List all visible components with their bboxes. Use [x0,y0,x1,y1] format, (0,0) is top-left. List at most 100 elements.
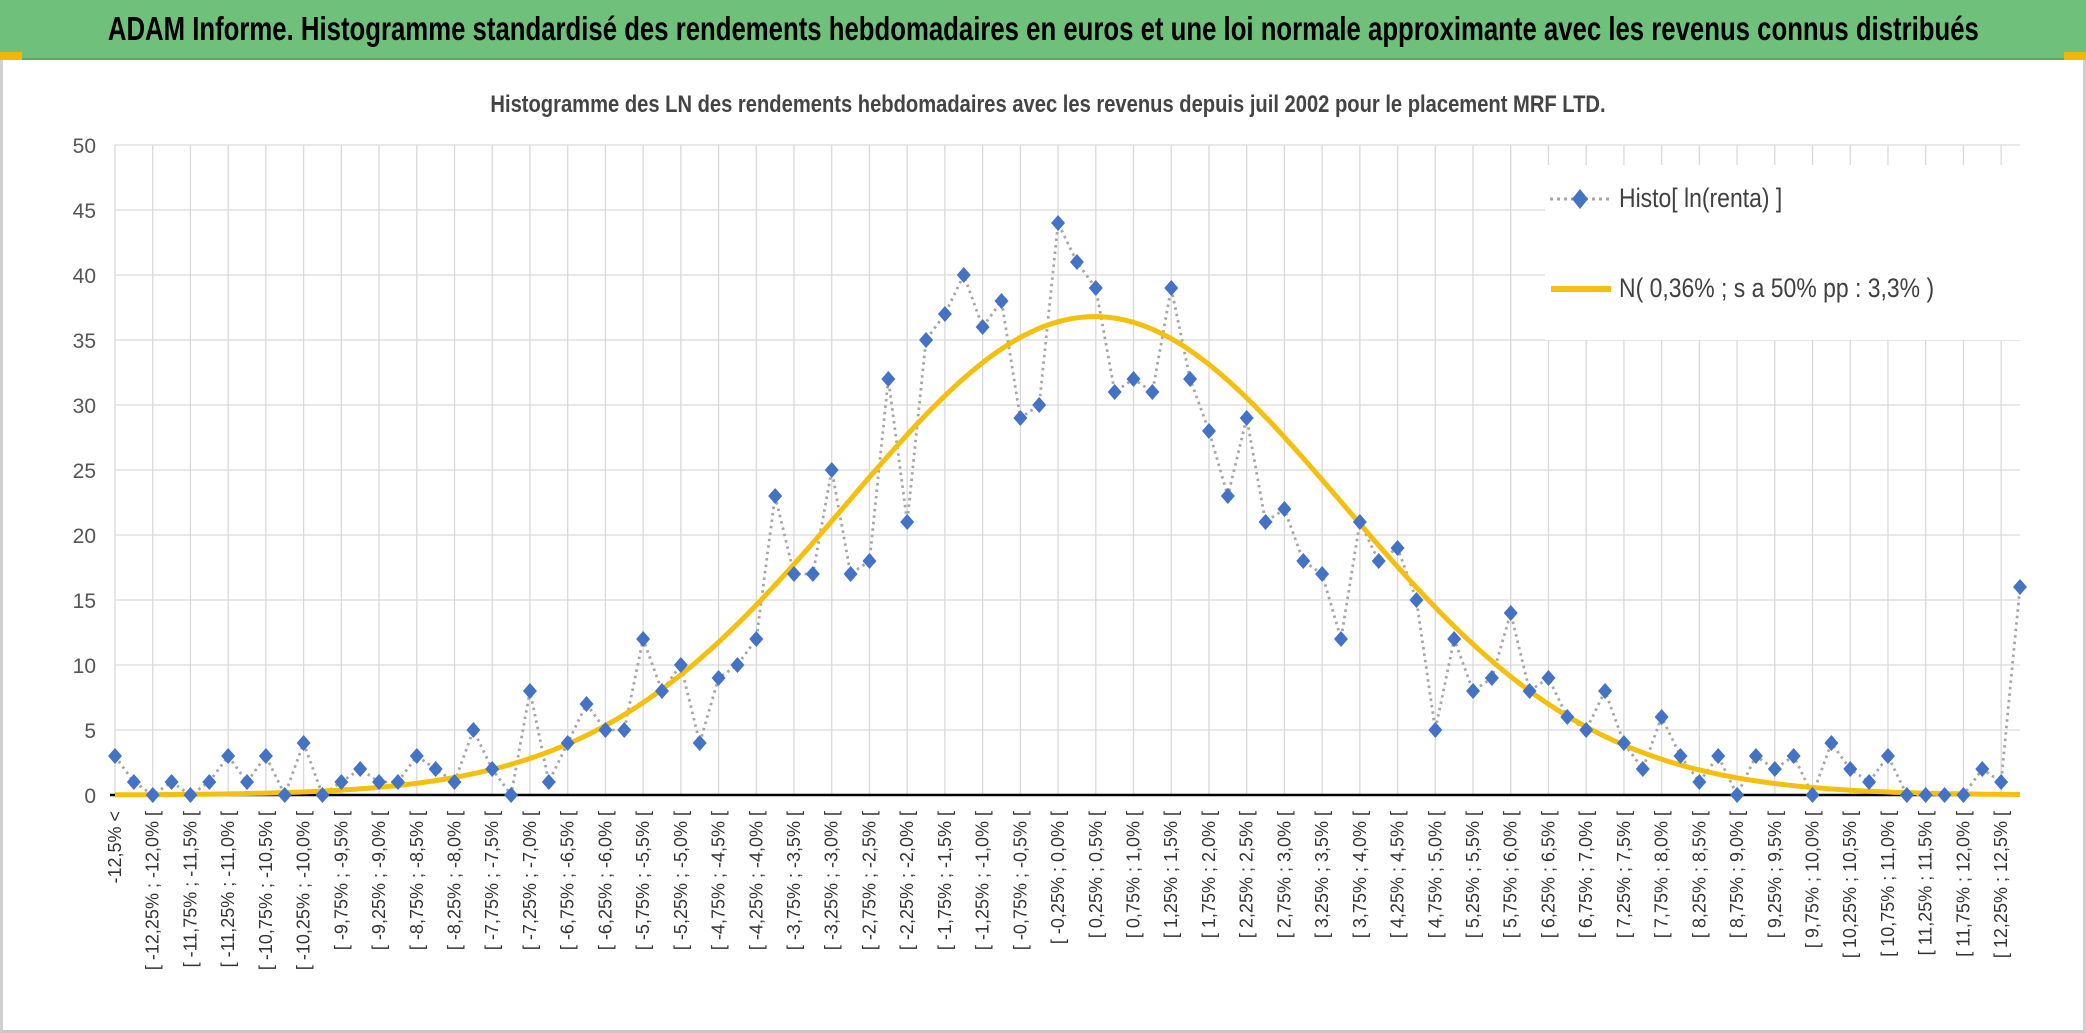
legend-item-normal: N( 0,36% ; s a 50% pp : 3,3% ) [1545,273,1990,304]
histo-point [1767,761,1782,777]
x-tick-label: [ 6,25% ; 6,5% [ [1538,811,1558,938]
histo-point [787,566,802,582]
histo-point [1051,215,1066,231]
x-tick-label: [ 3,75% ; 4,0% [ [1350,811,1370,938]
histo-point [1748,748,1763,764]
y-tick-label: 15 [73,590,96,613]
histo-point [1899,787,1914,803]
legend-label-normal: N( 0,36% ; s a 50% pp : 3,3% ) [1619,273,1935,303]
x-tick-label: [ 1,25% ; 1,5% [ [1161,811,1181,938]
x-tick-label: [ 4,25% ; 4,5% [ [1388,811,1408,938]
histo-point [108,748,122,764]
histo-point [730,657,745,673]
x-tick-label: [ -6,75% ; -6,5% [ [558,811,578,950]
histo-point [1843,761,1858,777]
x-tick-label: [ -3,75% ; -3,5% [ [784,811,804,950]
histo-point [994,293,1009,309]
histo-point [221,748,236,764]
histo-point [1201,423,1216,439]
x-tick-label: [ -1,75% ; -1,5% [ [935,811,955,950]
x-tick-label: [ 7,75% ; 8,0% [ [1652,811,1672,938]
x-tick-label: [ -1,25% ; -1,0% [ [973,811,993,950]
histo-point [824,462,839,478]
y-tick-label: 20 [73,525,96,548]
histo-point [1220,488,1235,504]
x-tick-label: [ 2,25% ; 2,5% [ [1237,811,1257,938]
chart-frame [0,60,2086,1033]
x-tick-label: [ -7,75% ; -7,5% [ [482,811,502,950]
histo-point [1673,748,1688,764]
histo-point [1730,787,1745,803]
histo-point [240,774,255,790]
histo-point [390,774,405,790]
x-tick-label: [ 0,25% ; 0,5% [ [1086,811,1106,938]
histo-point [485,761,500,777]
histo-point [1032,397,1047,413]
y-tick-label: 10 [73,655,96,678]
y-tick-label: 25 [73,460,96,483]
x-tick-label: [ -5,75% ; -5,5% [ [633,811,653,950]
x-tick-label: [ -9,25% ; -9,0% [ [369,811,389,950]
histo-point [1503,605,1518,621]
report-title: ADAM Informe. Histogramme standardisé de… [107,10,1979,47]
legend: Histo[ ln(renta) ] N( 0,36% ; s a 50% pp… [1545,165,2020,340]
histo-point [126,774,141,790]
x-tick-label: -12,5% < [105,811,125,884]
histo-point [598,722,613,738]
histo-point [919,332,934,348]
histo-point [504,787,519,803]
histo-point [277,787,292,803]
histo-point [372,774,387,790]
histo-point [1805,787,1820,803]
grid [114,144,2020,795]
histo-point [1484,670,1499,686]
histo-point [1937,787,1952,803]
x-tick-label: [ 5,75% ; 6,0% [ [1501,811,1521,938]
histo-point [1522,683,1537,699]
x-tick-label: [ 11,25% ; 11,5% [ [1916,811,1936,955]
x-tick-label: [ -2,25% ; -2,0% [ [897,811,917,950]
histo-point [1994,774,2009,790]
histo-point [1824,735,1839,751]
histo-point [1880,748,1895,764]
histo-point [617,722,632,738]
histo-point [900,514,915,530]
x-tick-label: [ 9,25% ; 9,5% [ [1765,811,1785,938]
x-tick-label: [ 8,25% ; 8,5% [ [1689,811,1709,938]
histo-point [937,306,952,322]
chart-title: Histogramme des LN des rendements hebdom… [490,90,1605,117]
legend-item-histo: Histo[ ln(renta) ] [1545,183,1811,214]
x-tick-label: [ -6,25% ; -6,0% [ [595,811,615,950]
histo-point [1635,761,1650,777]
histo-point [1541,670,1556,686]
histo-point [636,631,651,647]
histo-point [202,774,217,790]
x-tick-label: [ 4,75% ; 5,0% [ [1425,811,1445,938]
histo-point [428,761,443,777]
x-tick-label: [ 8,75% ; 9,0% [ [1727,811,1747,938]
x-tick-label: [ -8,75% ; -8,5% [ [407,811,427,950]
histo-point [447,774,462,790]
x-tick-label: [ -4,25% ; -4,0% [ [746,811,766,950]
axes: 0 5 10 15 20 25 30 35 40 45 50 -12,5% < [ -12,25% ; … [73,135,2020,970]
histo-point [258,748,273,764]
histo-point [560,735,575,751]
histo-point [1956,787,1971,803]
histo-point [1409,592,1424,608]
histo-series-line [113,217,2022,799]
histo-point [1164,280,1179,296]
histo-point [1126,371,1141,387]
histo-point [1579,722,1594,738]
histo-point [1862,774,1877,790]
histo-point [768,488,783,504]
histo-point [1333,631,1348,647]
histo-point [1069,254,1084,270]
y-tick-label: 40 [73,265,96,288]
histo-point [1277,501,1292,517]
histo-point [1371,553,1386,569]
x-tick-label: [ 1,75% ; 2,0% [ [1199,811,1219,938]
x-tick-label: [ -0,25% ; 0,0% [ [1048,811,1068,944]
series [108,215,2027,803]
y-tick-label: 50 [73,135,96,158]
histo-point [579,696,594,712]
